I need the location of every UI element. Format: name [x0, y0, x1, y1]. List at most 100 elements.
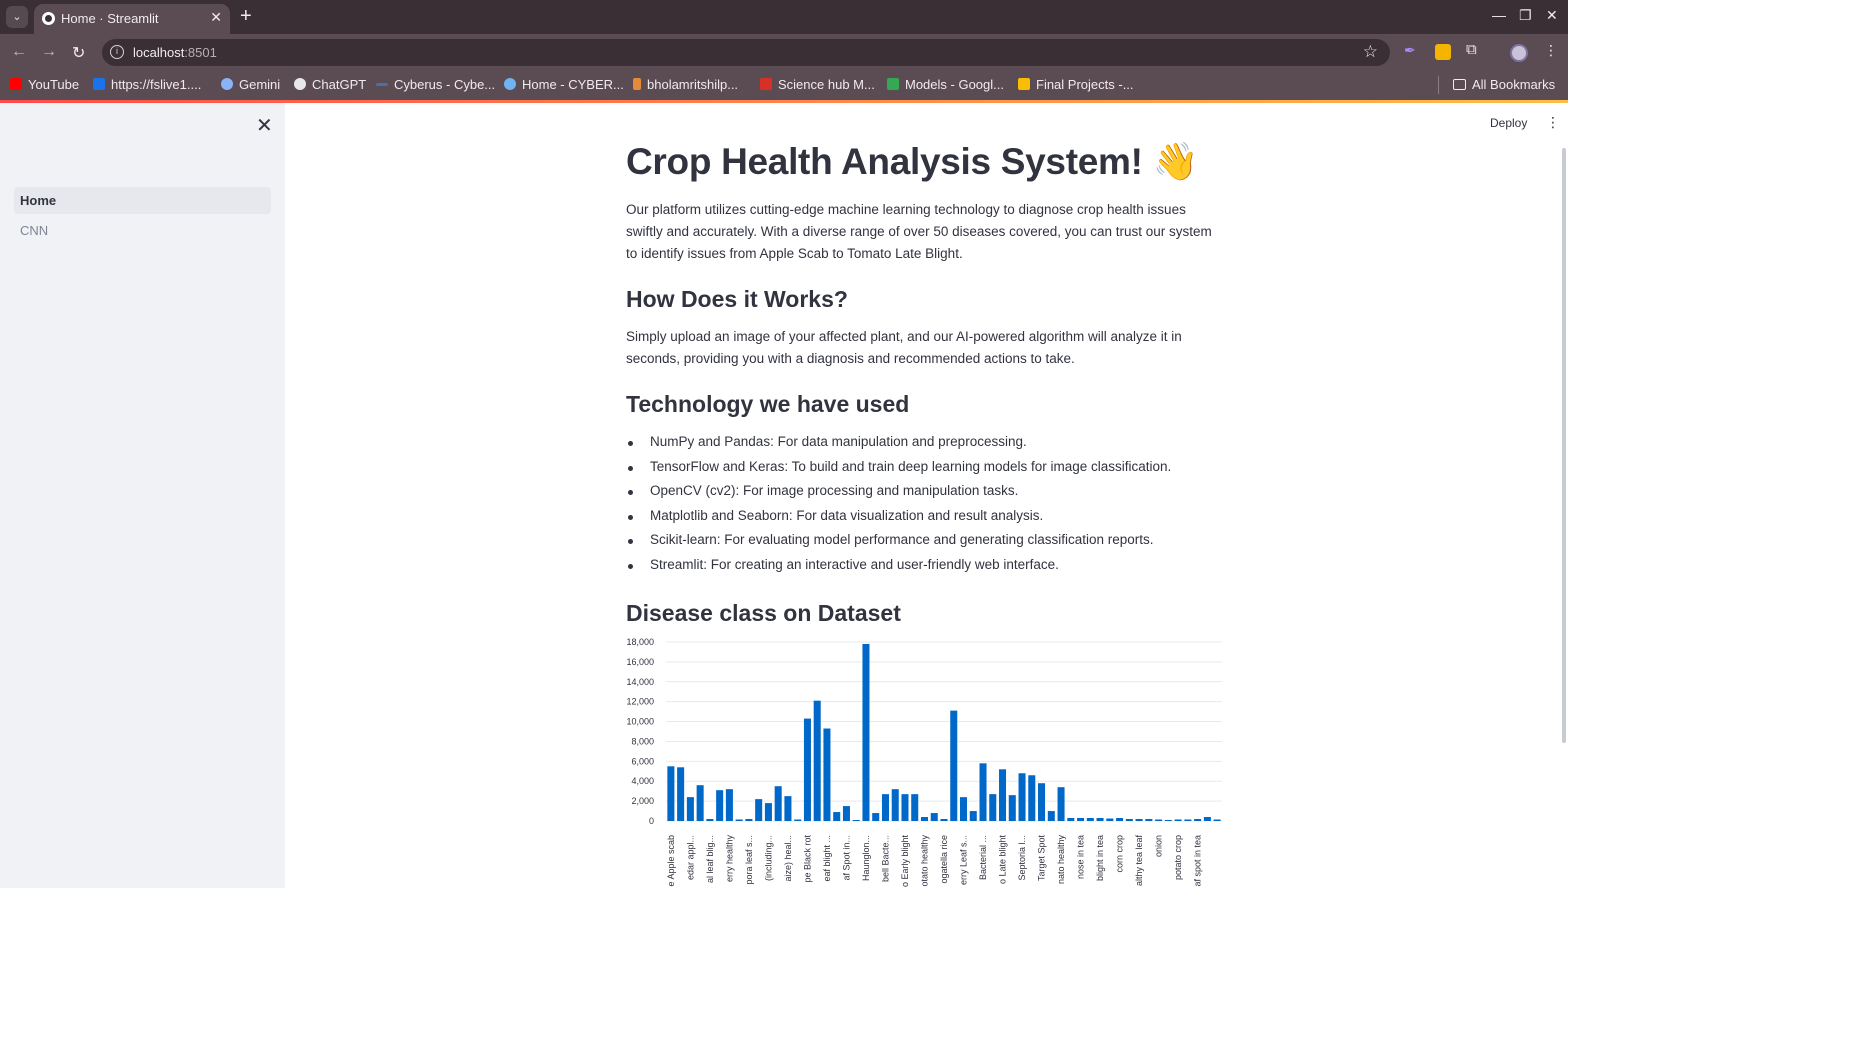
bar [989, 794, 997, 821]
bookmark-models-google[interactable]: Models - Googl... [887, 77, 1004, 92]
y-tick-label: 0 [649, 816, 654, 826]
bar [1164, 820, 1172, 821]
bar [1028, 775, 1036, 821]
bar [852, 820, 860, 821]
bookmark-final-projects[interactable]: Final Projects -... [1018, 77, 1134, 92]
sidebar-item-label: Home [20, 193, 57, 208]
bar [1116, 818, 1124, 821]
address-bar[interactable]: i localhost:8501 ☆ [102, 39, 1390, 66]
extensions-puzzle-icon[interactable]: ⧉ [1466, 41, 1477, 58]
bar [1135, 819, 1143, 821]
gemini-icon [221, 78, 233, 90]
bar [1203, 817, 1211, 821]
bar [1194, 819, 1202, 821]
cyber-icon [504, 78, 516, 90]
close-window-icon[interactable]: ✕ [1546, 7, 1558, 23]
bar [784, 796, 792, 821]
bookmark-chatgpt[interactable]: ChatGPT [294, 77, 366, 92]
sidebar-item-label: CNN [20, 223, 49, 238]
bookmarks-bar: YouTube https://fslive1.... Gemini ChatG… [0, 70, 1568, 100]
close-tab-icon[interactable]: ✕ [210, 9, 222, 25]
bookmark-cyberus[interactable]: Cyberus - Cybe... [376, 77, 495, 92]
sidebar-item-home[interactable]: Home [14, 187, 271, 214]
y-tick-label: 10,000 [626, 717, 654, 727]
x-tick-label: nose in tea [1076, 835, 1086, 879]
forward-icon[interactable]: → [41, 43, 57, 60]
tab-title: Home · Streamlit [61, 11, 159, 26]
youtube-icon [10, 78, 22, 90]
extension-icon[interactable] [1435, 44, 1451, 60]
bookmarks-separator [1438, 76, 1439, 94]
bookmark-home-cyber[interactable]: Home - CYBER... [504, 77, 624, 92]
x-tick-label: corn crop [1115, 835, 1125, 873]
bar [999, 769, 1007, 821]
streamlit-favicon-icon [42, 12, 55, 25]
all-bookmarks-button[interactable]: All Bookmarks [1453, 77, 1555, 92]
bookmark-youtube[interactable]: YouTube [10, 77, 79, 92]
deploy-button[interactable]: Deploy [1490, 116, 1528, 130]
google-drive-icon [1018, 78, 1030, 90]
x-tick-label: pe Black rot [802, 835, 812, 883]
bar [813, 700, 821, 821]
bar [930, 813, 938, 821]
bar [940, 819, 948, 821]
bar [696, 785, 704, 821]
bar [862, 643, 870, 821]
main-menu-icon[interactable]: ⋮ [1546, 114, 1560, 130]
y-tick-label: 2,000 [631, 796, 654, 806]
tab-search-button[interactable]: ⌄ [6, 6, 28, 28]
sidebar: ✕ Home CNN [0, 103, 285, 888]
bar [881, 794, 889, 821]
bookmark-bholamritshilp[interactable]: bholamritshilp... [633, 77, 738, 92]
bookmark-science-hub[interactable]: Science hub M... [760, 77, 875, 92]
bar [706, 819, 714, 821]
y-tick-label: 14,000 [626, 677, 654, 687]
scrollbar[interactable] [1562, 148, 1566, 743]
browser-menu-icon[interactable]: ⋮ [1544, 42, 1558, 58]
bar [833, 812, 841, 821]
list-item: NumPy and Pandas: For data manipulation … [626, 434, 1224, 459]
back-icon[interactable]: ← [11, 43, 27, 60]
site-info-icon[interactable]: i [110, 45, 124, 59]
bar [1077, 818, 1085, 821]
tech-list: NumPy and Pandas: For data manipulation … [626, 434, 1224, 581]
disease-class-bar-chart: 0 2,000 4,000 6,000 8,000 10,000 12,000 14,000 1… [626, 637, 1222, 887]
list-item: Scikit-learn: For evaluating model perfo… [626, 532, 1224, 557]
browser-tab[interactable]: Home · Streamlit ✕ [34, 4, 230, 34]
x-tick-label: ogatella rice [939, 835, 949, 884]
chatgpt-icon [294, 78, 306, 90]
bar [1096, 818, 1104, 821]
x-tick-label: blight in tea [1095, 835, 1105, 881]
bookmark-star-icon[interactable]: ☆ [1362, 42, 1378, 61]
close-sidebar-icon[interactable]: ✕ [256, 115, 273, 137]
bar [1057, 787, 1065, 821]
sidebar-item-cnn[interactable]: CNN [14, 217, 271, 244]
x-tick-label: Haunglon... [861, 835, 871, 881]
x-tick-label: otato healthy [919, 835, 929, 887]
x-tick-label: e Apple scab [666, 835, 676, 887]
bar [969, 811, 977, 821]
reload-icon[interactable]: ↻ [72, 45, 86, 62]
bar [677, 767, 685, 821]
how-paragraph: Simply upload an image of your affected … [626, 329, 1182, 366]
x-tick-label: Septoria l... [1017, 835, 1027, 881]
bar [823, 728, 831, 821]
bar [1047, 811, 1055, 821]
feather-extension-icon[interactable]: ✒ [1404, 42, 1416, 58]
minimize-icon[interactable]: — [1492, 7, 1506, 23]
new-tab-button[interactable]: + [240, 5, 252, 27]
y-tick-label: 4,000 [631, 776, 654, 786]
list-item: OpenCV (cv2): For image processing and m… [626, 483, 1224, 508]
bar [667, 766, 675, 821]
bookmark-gemini[interactable]: Gemini [221, 77, 280, 92]
bar [774, 786, 782, 821]
bookmark-fslive[interactable]: https://fslive1.... [93, 77, 201, 92]
restore-icon[interactable]: ❐ [1519, 7, 1532, 23]
x-tick-label: nato healthy [1056, 835, 1066, 885]
bar [725, 789, 733, 821]
y-tick-label: 16,000 [626, 657, 654, 667]
url-text: localhost:8501 [133, 45, 217, 60]
bar [1145, 819, 1153, 821]
google-drive-icon [887, 78, 899, 90]
profile-avatar[interactable] [1510, 44, 1528, 62]
